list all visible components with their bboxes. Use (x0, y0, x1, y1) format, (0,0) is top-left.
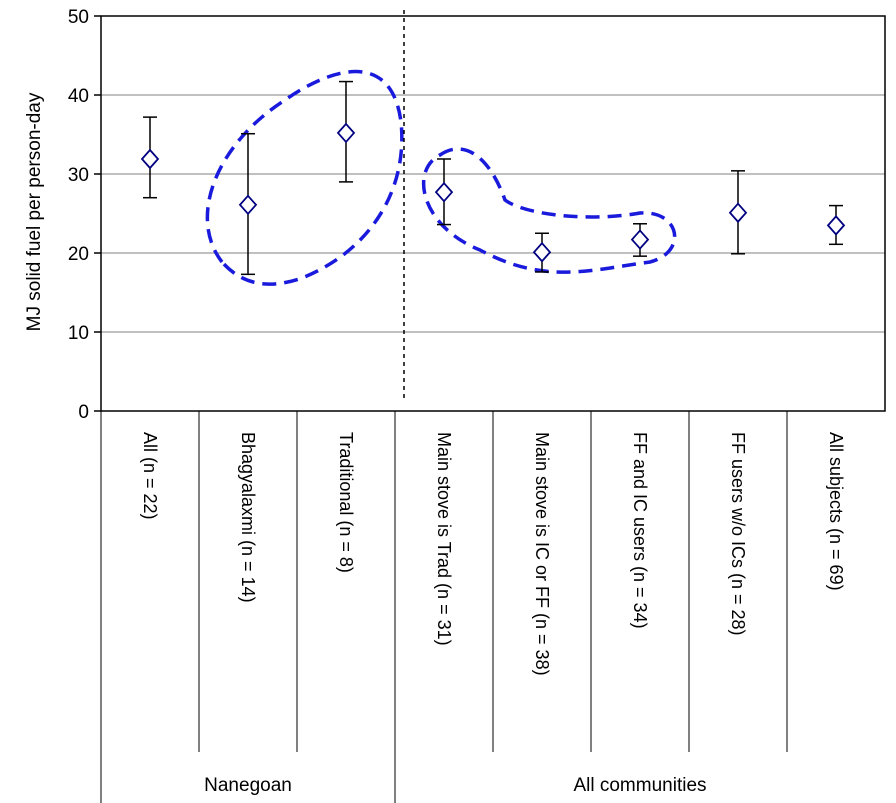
data-points (140, 80, 846, 276)
category-label: Traditional (n = 8) (336, 432, 356, 573)
nanegoan-dashed-ellipse (205, 69, 404, 286)
y-tick-label: 20 (68, 244, 89, 265)
diamond-marker (434, 181, 454, 203)
plot-area-border (100, 15, 886, 412)
y-tick-label: 0 (78, 402, 89, 423)
category-label: Main stove is Trad (n = 31) (434, 432, 454, 646)
category-label: FF users w/o ICs (n = 28) (728, 432, 748, 636)
category-label: All subjects (n = 69) (826, 432, 846, 591)
gridlines (101, 94, 885, 333)
y-tick-label: 40 (68, 86, 89, 107)
category-label: All (n = 22) (140, 432, 160, 520)
dashed-annotations (205, 10, 677, 398)
group-label: Nanegoan (204, 775, 292, 796)
y-axis-title: MJ solid fuel per person-day (24, 92, 45, 331)
category-label: Main stove is IC or FF (n = 38) (532, 432, 552, 676)
y-tick-label: 10 (68, 323, 89, 344)
diamond-marker (140, 148, 160, 170)
diamond-marker (630, 229, 650, 250)
category-label: Bhagyalaxmi (n = 14) (238, 432, 258, 603)
category-label: FF and IC users (n = 34) (630, 432, 650, 629)
diamond-marker (728, 202, 748, 224)
y-tick-label: 30 (68, 165, 89, 186)
all-communities-dashed-loop (421, 147, 677, 274)
diamond-marker (238, 194, 258, 216)
y-tick-label: 50 (68, 7, 89, 28)
diamond-marker (532, 241, 552, 263)
category-labels: All (n = 22) Bhagyalaxmi (n = 14) Traditio… (140, 432, 846, 796)
axes: 0 10 20 30 40 50 (68, 7, 886, 803)
diamond-marker (826, 214, 846, 236)
group-label: All communities (573, 775, 706, 796)
diamond-marker (336, 122, 356, 144)
